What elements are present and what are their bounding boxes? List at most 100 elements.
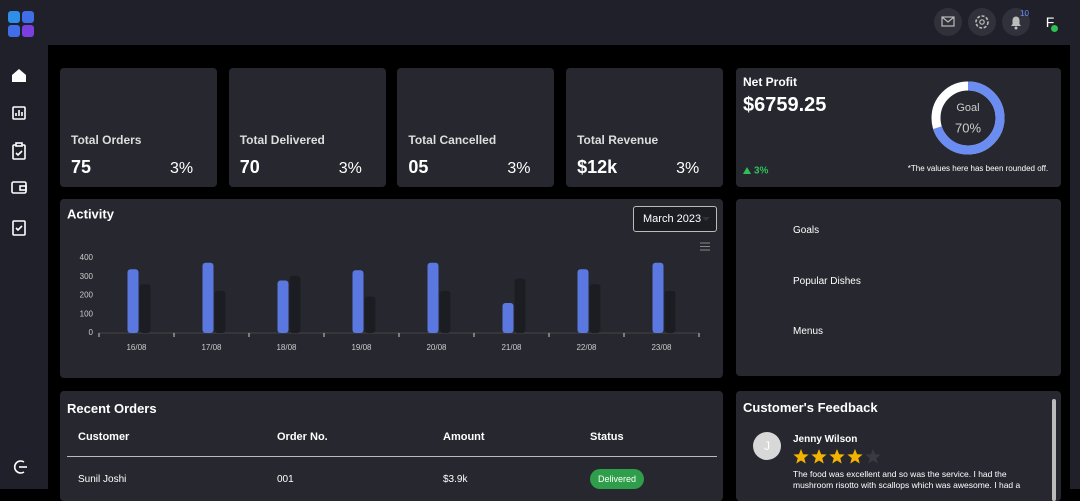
feedback-text: The food was excellent and so was the se… [793, 469, 1021, 490]
chart-menu[interactable] [700, 242, 710, 251]
avatar[interactable]: F [1036, 8, 1064, 36]
nav-tasks[interactable] [12, 220, 26, 236]
stat-card: Total Delivered 70 3% [228, 68, 386, 187]
stat-value: 05 [408, 157, 429, 177]
cell: 001 [277, 474, 294, 485]
status-badge: Delivered [590, 469, 645, 489]
donut-arc [931, 81, 1005, 155]
nav-orders[interactable] [12, 142, 26, 160]
change-value: 3% [507, 160, 531, 177]
orders-title: Recent Orders [67, 401, 157, 416]
stat-change: 3% [507, 160, 530, 178]
x-tick-label: 20/08 [426, 343, 447, 352]
net-profit-card: Net Profit $6759.25 3% Goal 70% *The valu… [736, 68, 1061, 187]
stat-value: $12k [577, 157, 618, 177]
stat-change: 3% [339, 160, 362, 178]
column-header: Customer [78, 431, 130, 443]
net-profit-title: Net Profit [743, 75, 797, 89]
bar [127, 269, 139, 333]
stat-card: Total Revenue $12k 3% [566, 68, 724, 187]
menu-card: Goals Popular Dishes Menus [736, 199, 1061, 376]
nav-wallet[interactable] [11, 181, 27, 194]
notification-count: 10 [1020, 9, 1029, 18]
goal-percent: 70% [955, 120, 981, 135]
notifications-button[interactable] [1002, 8, 1030, 36]
x-tick-label: 23/08 [651, 343, 672, 352]
y-tick-label: 0 [89, 328, 94, 337]
stat-card: Total Cancelled 05 3% [397, 68, 555, 187]
stat-change: 3% [170, 160, 193, 178]
stat-title: Total Revenue [577, 133, 659, 147]
feedback-scrollbar [1052, 399, 1056, 501]
reviewer-name: Jenny Wilson [793, 434, 858, 445]
top-bar: 10 F [48, 0, 1080, 45]
x-tick-label: 19/08 [351, 343, 372, 352]
change-value: 3% [170, 160, 194, 177]
star-filled [793, 449, 809, 464]
menu-label: Goals [793, 225, 820, 236]
net-profit-change: 3% [743, 166, 769, 177]
star-empty [865, 449, 881, 464]
cell: Sunil Joshi [78, 474, 127, 485]
reviewer-avatar: J [753, 432, 781, 460]
bar [652, 262, 664, 333]
bar [439, 290, 451, 333]
menu-item[interactable]: Menus [736, 315, 1061, 349]
stat-change: 3% [676, 160, 699, 178]
nav-logout[interactable] [13, 460, 27, 474]
stat-title: Total Delivered [239, 133, 325, 147]
header-divider [67, 456, 717, 457]
x-tick-label: 17/08 [201, 343, 222, 352]
menu-item[interactable]: Goals [736, 214, 1061, 248]
net-profit-value: $6759.25 [743, 94, 827, 116]
page-scrollbar [1070, 45, 1080, 489]
mail-button[interactable] [934, 8, 962, 36]
stat-card: Total Orders 75 3% [60, 68, 217, 187]
stat-title: Total Cancelled [408, 133, 497, 147]
y-tick-label: 300 [80, 272, 94, 281]
column-header: Order No. [277, 431, 328, 443]
month-label: March 2023 [643, 213, 702, 225]
bar [202, 262, 214, 333]
x-tick-label: 16/08 [126, 343, 147, 352]
nav-reports[interactable] [12, 106, 26, 120]
x-tick-label: 22/08 [576, 343, 597, 352]
change-value: 3% [338, 160, 362, 177]
stat-value: 70 [239, 157, 260, 177]
rounding-note: *The values here has been rounded off. [907, 164, 1049, 173]
bar [502, 303, 514, 333]
column-header: Status [590, 431, 624, 443]
menu-item[interactable]: Popular Dishes [736, 265, 1061, 299]
bar [352, 270, 364, 333]
goal-donut: Goal 70% [931, 81, 1005, 155]
bar [364, 296, 376, 333]
settings-button[interactable] [968, 8, 996, 36]
bar [139, 284, 151, 333]
bar [214, 290, 226, 333]
bar [577, 269, 589, 333]
nav-home[interactable] [12, 69, 26, 82]
sidebar [0, 0, 48, 489]
sidebar-icons [8, 11, 34, 474]
stat-value: 75 [71, 157, 92, 177]
x-tick-label: 18/08 [276, 343, 297, 352]
bar [664, 290, 676, 333]
menu-label: Popular Dishes [793, 275, 861, 287]
star-filled [811, 449, 827, 464]
change-value: 3% [676, 160, 700, 177]
bar [514, 278, 526, 333]
feedback-title: Customer's Feedback [743, 400, 878, 415]
y-tick-label: 400 [80, 253, 94, 262]
bar [427, 262, 439, 333]
feedback-card: Customer's Feedback J Jenny Wilson The f… [736, 391, 1061, 501]
month-select[interactable]: March 2023 [633, 206, 717, 232]
star-filled [829, 449, 845, 464]
bar [277, 280, 289, 333]
y-tick-label: 200 [80, 291, 94, 300]
bar [289, 275, 301, 333]
activity-chart: Activity 0 100 200 300 400 16/08 17/08 18/08 19/… [67, 206, 710, 352]
bar [589, 284, 601, 333]
change-value: 3% [754, 166, 769, 177]
trend-arrow [743, 167, 751, 174]
